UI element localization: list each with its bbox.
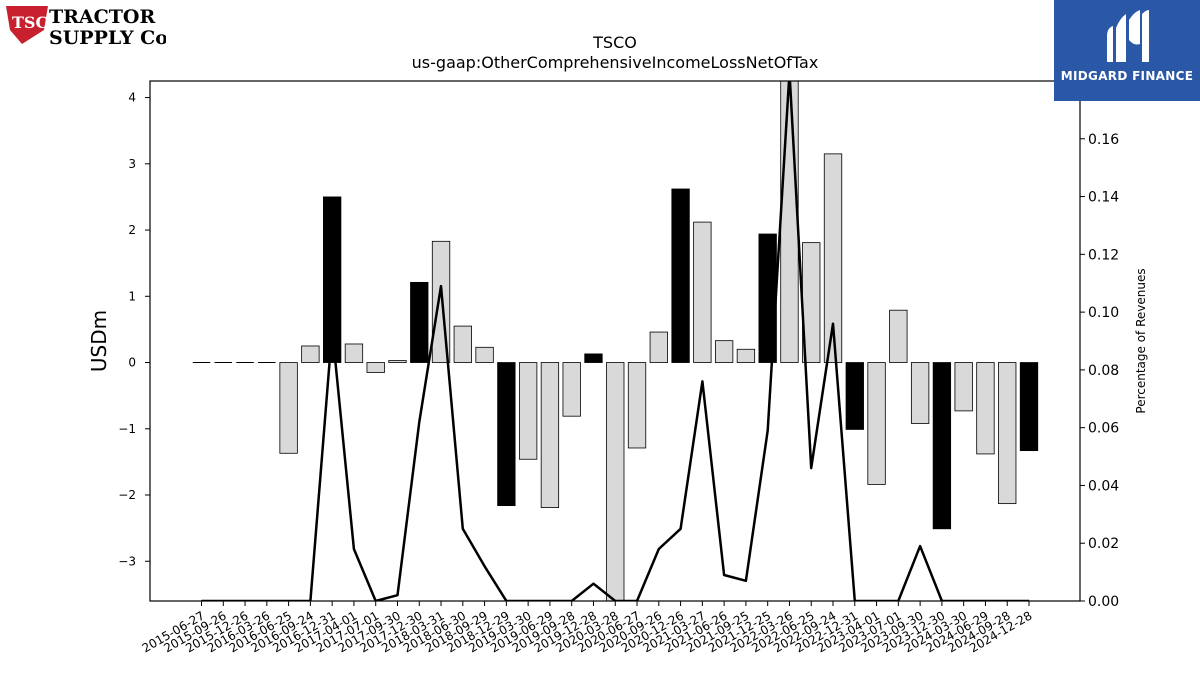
y2-tick-label: 0.04 [1088, 478, 1119, 494]
y2-tick-label: 0.06 [1088, 421, 1119, 437]
right-axis-ticks: 0.00 0.02 0.04 0.06 0.08 0.10 0.12 0.14 0.16 [1080, 132, 1119, 610]
bar [453, 325, 472, 363]
y2-tick-label: 0.14 [1088, 190, 1119, 206]
y2-tick-label: 0.10 [1088, 305, 1119, 321]
bar [889, 309, 908, 363]
y2-tick-label: 0.02 [1088, 536, 1119, 552]
y-tick-label: −1 [118, 422, 136, 436]
bar [323, 196, 342, 363]
bar [497, 362, 516, 507]
x-axis-ticks: 2015-06-272015-09-262015-12-262016-03-26… [140, 601, 1035, 655]
tsc-badge-text: TSC [12, 13, 48, 32]
bar [976, 362, 995, 455]
logo-line-2: SUPPLY Co [49, 27, 166, 48]
bar [475, 346, 494, 363]
bar [693, 221, 712, 363]
bar [780, 81, 799, 363]
left-axis-ticks: −3 −2 −1 0 1 2 3 4 [118, 91, 150, 568]
bar [366, 362, 385, 373]
y-axis-label: USDm [87, 310, 111, 372]
bar [584, 353, 603, 363]
logo-line-1: TRACTOR [49, 6, 155, 28]
bar [410, 281, 429, 363]
bar [606, 362, 625, 601]
chart-subtitle: us-gaap:OtherComprehensiveIncomeLossNetO… [412, 53, 819, 72]
y-tick-label: 1 [128, 289, 136, 303]
bar [954, 362, 973, 412]
bar [279, 362, 298, 454]
bar-group [192, 81, 1039, 601]
y-tick-label: 0 [128, 356, 136, 370]
bar [562, 362, 581, 417]
y-tick-label: 2 [128, 223, 136, 237]
bar [649, 331, 668, 363]
y-tick-label: 4 [128, 91, 136, 105]
y-tick-label: 3 [128, 157, 136, 171]
y-tick-label: −3 [118, 554, 136, 568]
y2-tick-label: 0.08 [1088, 363, 1119, 379]
bar [671, 188, 690, 363]
bar [736, 348, 756, 363]
y2-tick-label: 0.00 [1088, 594, 1119, 610]
tractor-supply-logo: TSC TRACTOR SUPPLY Co [6, 4, 168, 49]
bar [1019, 362, 1039, 452]
bar [998, 362, 1017, 505]
bar [301, 345, 320, 363]
chart-title: TSCO [592, 33, 637, 52]
y-tick-label: −2 [118, 488, 136, 502]
bar [518, 362, 538, 460]
bar [867, 362, 886, 485]
y2-tick-label: 0.16 [1088, 132, 1119, 148]
bar [344, 343, 364, 363]
bar [540, 362, 560, 508]
bar [932, 362, 952, 530]
y2-axis-label: Percentage of Revenues [1134, 268, 1148, 413]
y2-tick-label: 0.12 [1088, 247, 1119, 263]
bar [910, 362, 930, 424]
midgard-finance-logo: MIDGARD FINANCE [1054, 0, 1200, 101]
percentage-line [201, 81, 1029, 601]
bar [388, 360, 407, 363]
midgard-brand-name: MIDGARD FINANCE [1060, 69, 1194, 83]
line-group [201, 81, 1029, 601]
bar [714, 340, 734, 363]
bar [823, 153, 843, 363]
bar [627, 362, 647, 449]
midgard-m-icon [1107, 10, 1149, 62]
bar [845, 362, 864, 430]
tsc-badge-icon [6, 6, 48, 44]
